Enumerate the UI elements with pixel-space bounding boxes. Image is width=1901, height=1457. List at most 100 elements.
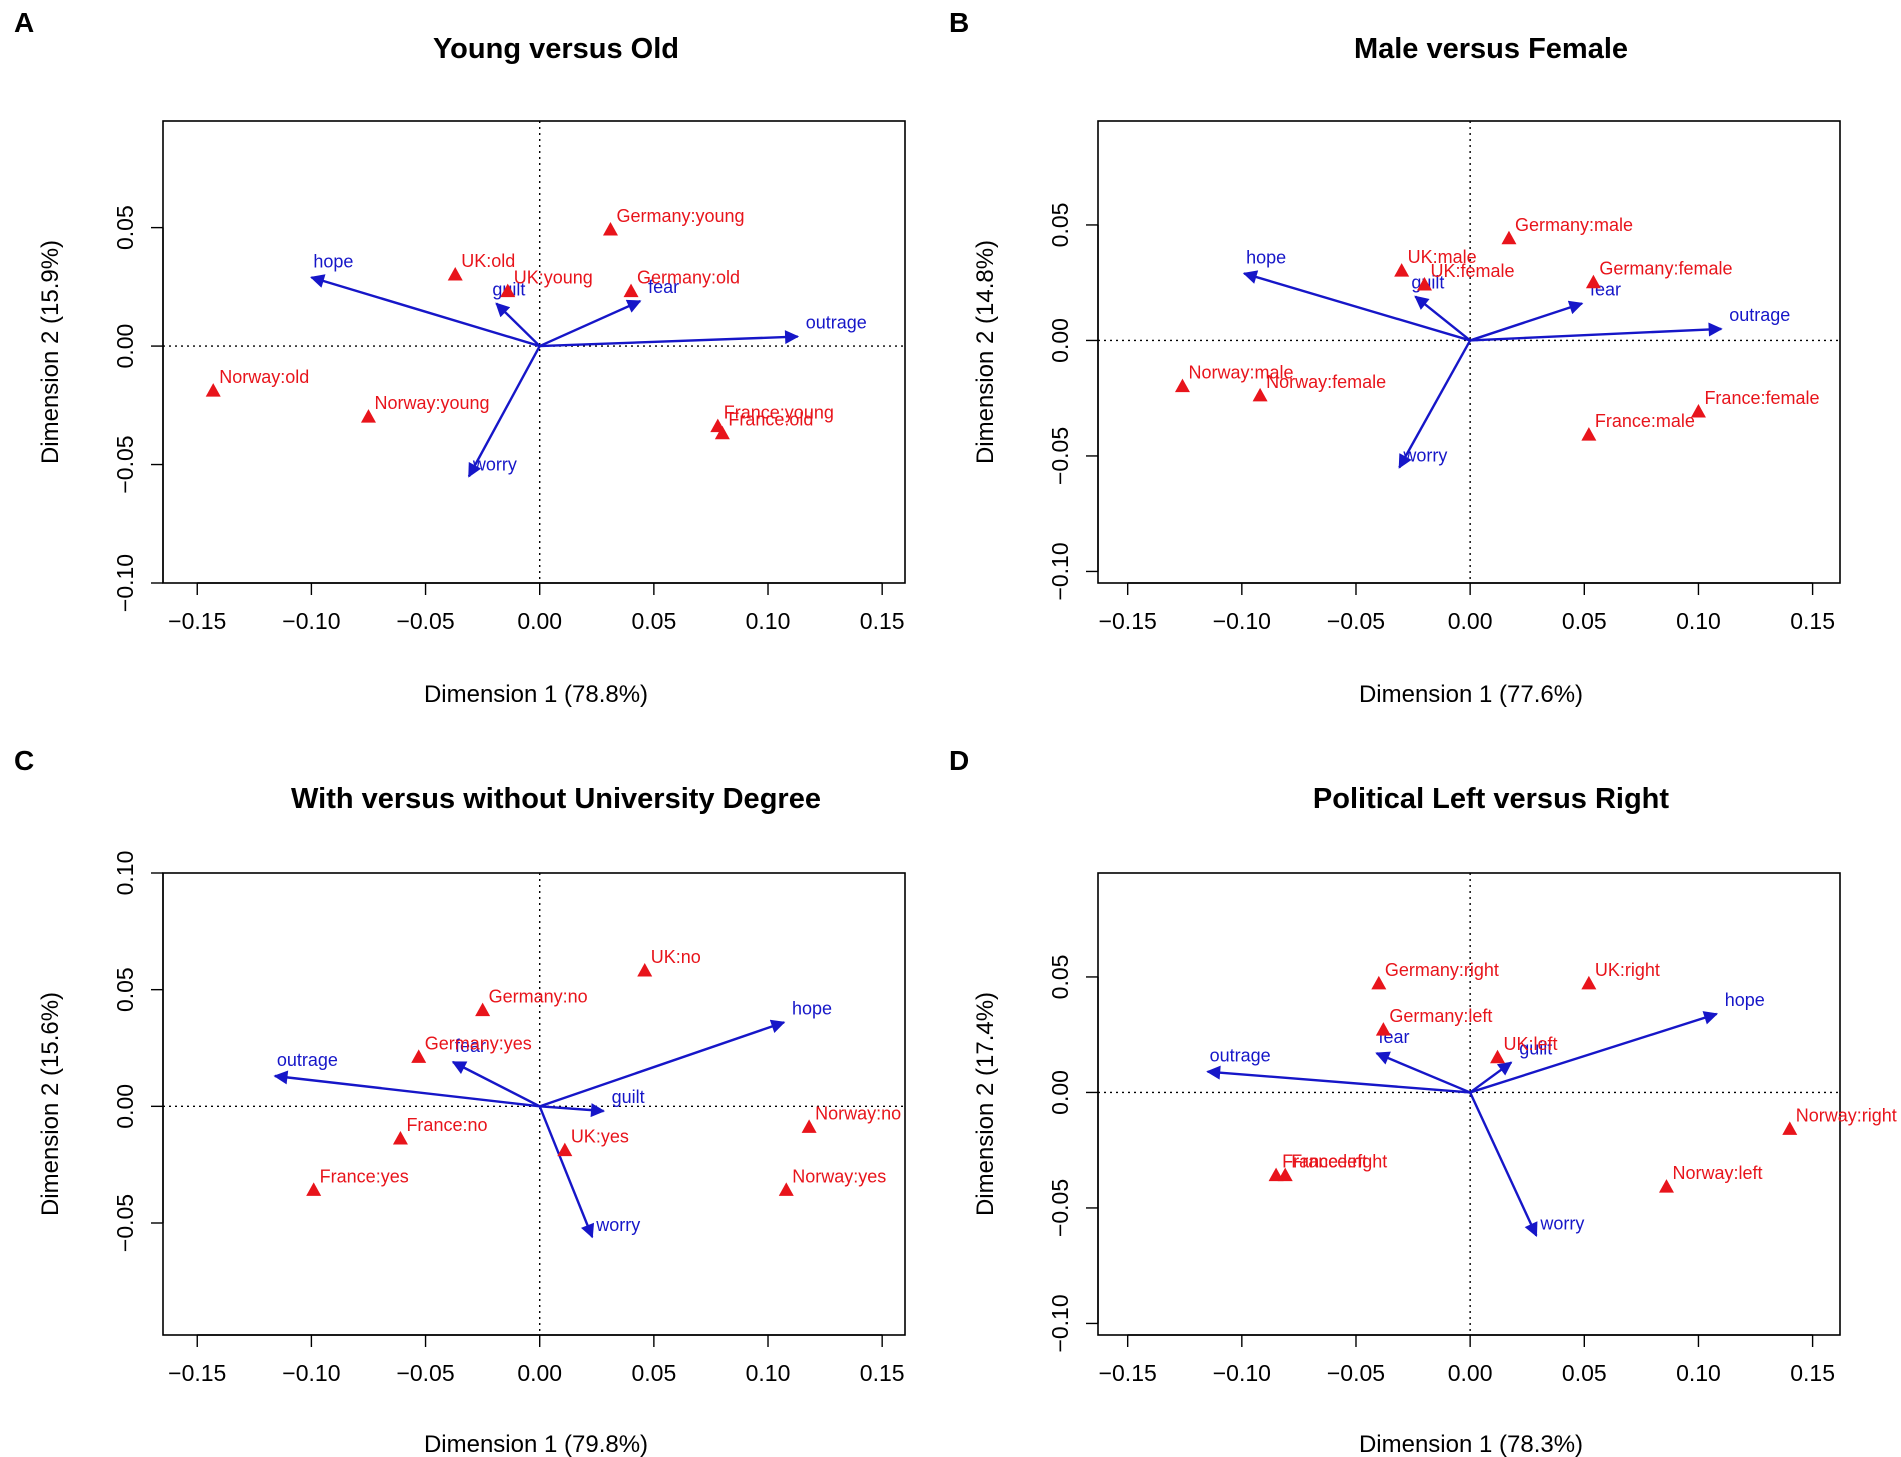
y-tick-label-d: 0.05 [1047, 955, 1073, 1000]
point-marker [306, 1182, 322, 1196]
y-tick-label-b: −0.05 [1047, 427, 1073, 485]
x-tick-label-c: −0.05 [396, 1360, 454, 1386]
point-marker [801, 1119, 817, 1133]
arrow-label-fear-a: fear [648, 277, 679, 297]
point-marker [778, 1182, 794, 1196]
arrow-label-hope-c: hope [792, 998, 832, 1018]
point-label: Germany:yes [425, 1033, 532, 1053]
x-tick-label-c: 0.00 [517, 1360, 562, 1386]
point-label: UK:young [514, 268, 593, 288]
arrow-label-outrage-d: outrage [1210, 1046, 1271, 1066]
point-marker [637, 963, 653, 977]
point-marker [1252, 387, 1268, 402]
arrow-label-worry-c: worry [595, 1215, 640, 1235]
y-axis-label-d: Dimension 2 (17.4%) [972, 992, 999, 1216]
chart-title-c: With versus without University Degree [291, 783, 821, 815]
x-tick-label-c: 0.05 [631, 1360, 676, 1386]
point-marker [1490, 1049, 1506, 1064]
x-tick-label-b: 0.00 [1448, 608, 1493, 634]
point-marker [557, 1142, 573, 1157]
panel-letter-d: D [949, 745, 969, 776]
arrow-guilt-a [495, 302, 541, 347]
x-axis-label-b: Dimension 1 (77.6%) [1359, 681, 1583, 708]
x-tick-label-d: −0.05 [1327, 1360, 1385, 1386]
arrow-outrage-b [1470, 322, 1723, 342]
y-tick-label-d: −0.05 [1047, 1179, 1073, 1237]
x-axis-label-d: Dimension 1 (78.3%) [1359, 1431, 1583, 1457]
x-tick-label-a: 0.10 [746, 608, 791, 634]
y-tick-label-c: 0.10 [112, 851, 138, 896]
point-marker [360, 409, 376, 423]
point-label: France:old [728, 410, 813, 430]
y-tick-label-b: 0.00 [1047, 318, 1073, 363]
arrow-outrage-c [273, 1070, 540, 1108]
y-tick-label-d: 0.00 [1047, 1070, 1073, 1115]
panel-letter-b: B [949, 7, 969, 38]
point-label: UK:left [1504, 1034, 1558, 1054]
point-marker [1501, 230, 1517, 245]
arrow-worry-d [1469, 1091, 1538, 1237]
arrow-label-guilt-d: guilt [1519, 1038, 1552, 1058]
point-marker [1658, 1179, 1674, 1193]
point-label: UK:female [1430, 261, 1514, 281]
x-tick-label-d: 0.10 [1676, 1360, 1721, 1386]
x-tick-label-a: 0.15 [860, 608, 905, 634]
arrow-hope-a [310, 274, 541, 348]
point-marker [1375, 1022, 1391, 1036]
point-marker [623, 283, 639, 298]
panel-b-chart: B Male versus Female −0.15 −0.10 −0.05 0.00 0.… [949, 7, 1841, 708]
plot-frame-b [1097, 120, 1841, 584]
point-label: France:young [724, 403, 834, 423]
arrow-label-hope-b: hope [1246, 247, 1286, 267]
y-tick-label-c: −0.05 [112, 1194, 138, 1252]
chart-title-a: Young versus Old [433, 33, 679, 65]
arrow-hope-b [1242, 270, 1471, 342]
arrow-label-guilt-c: guilt [612, 1087, 645, 1107]
x-tick-label-d: 0.15 [1790, 1360, 1835, 1386]
point-marker [1690, 404, 1706, 418]
arrow-fear-d [1375, 1051, 1471, 1094]
x-tick-label-d: −0.15 [1099, 1360, 1157, 1386]
arrow-label-outrage-a: outrage [806, 313, 867, 333]
x-tick-label-c: 0.10 [746, 1360, 791, 1386]
arrow-hope-c [539, 1019, 786, 1108]
x-tick-label-c: −0.15 [168, 1360, 226, 1386]
point-marker [1416, 277, 1432, 291]
point-label: UK:male [1408, 247, 1477, 267]
arrow-outrage-a [539, 330, 800, 348]
x-tick-label-d: 0.00 [1448, 1360, 1493, 1386]
arrow-guilt-c [539, 1103, 606, 1118]
panel-letter-c: C [14, 745, 34, 776]
point-marker [1581, 975, 1597, 990]
y-tick-label-d: −0.10 [1047, 1294, 1073, 1352]
point-marker [1277, 1167, 1293, 1182]
x-tick-label-a: −0.15 [168, 608, 226, 634]
point-label: UK:old [461, 251, 515, 271]
point-label: UK:no [651, 947, 701, 967]
x-tick-label-c: −0.10 [282, 1360, 340, 1386]
point-marker [475, 1002, 491, 1017]
arrow-guilt-d [1469, 1061, 1513, 1094]
point-label: Norway:old [219, 367, 309, 387]
point-marker [1585, 274, 1601, 289]
arrow-label-worry-d: worry [1539, 1214, 1584, 1234]
x-tick-label-a: −0.05 [396, 608, 454, 634]
plot-frame-a [162, 120, 906, 584]
point-label: Germany:young [616, 206, 744, 226]
y-tick-label-a: −0.05 [112, 435, 138, 493]
point-label: Norway:right [1796, 1105, 1897, 1125]
plot-frame-d [1097, 872, 1841, 1336]
arrow-worry-b [1398, 339, 1472, 469]
x-tick-label-a: −0.10 [282, 608, 340, 634]
point-marker [1394, 263, 1410, 277]
x-tick-label-a: 0.05 [631, 608, 676, 634]
panel-a-chart: A Young versus Old −0.15 −0.10 −0.05 0.00 0.05… [14, 7, 906, 708]
point-label: Norway:male [1188, 363, 1293, 383]
point-marker [1371, 975, 1387, 990]
y-tick-label-a: 0.00 [112, 324, 138, 369]
point-label: Norway:no [815, 1103, 901, 1123]
arrow-label-fear-c: fear [455, 1036, 486, 1056]
point-label: France:yes [320, 1166, 409, 1186]
point-marker [1782, 1121, 1798, 1135]
